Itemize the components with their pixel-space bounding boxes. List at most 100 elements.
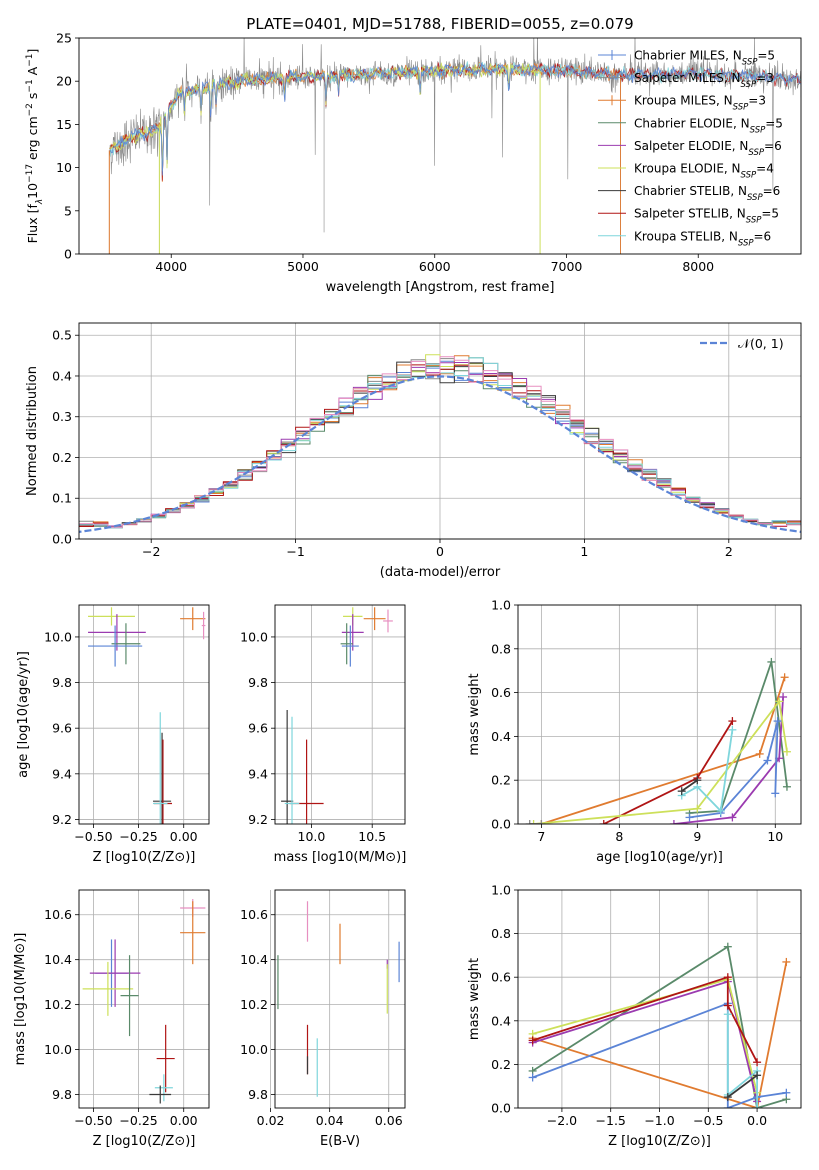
y-tick-label: 9.6 — [248, 721, 268, 736]
x-tick-label: 7000 — [551, 259, 583, 274]
x-tick-label: −2.0 — [547, 1113, 577, 1128]
plot-area — [281, 607, 393, 824]
x-tick-label: −1.0 — [644, 1113, 674, 1128]
y-tick-label: 10.0 — [44, 629, 72, 644]
legend-label-text: Salpeter MILES, N — [634, 71, 741, 85]
y-tick-label: 1.0 — [491, 598, 511, 613]
legend-label: Salpeter ELODIE, NSSP=6 — [634, 139, 782, 158]
legend-label: Salpeter MILES, NSSP=3 — [634, 71, 774, 90]
weight-line-red — [532, 975, 758, 1063]
y-axis-label-part: −2 — [25, 103, 35, 116]
x-tick-label: −0.50 — [74, 1113, 112, 1128]
x-axis-label: Z [log10(Z/Z⊙)] — [93, 1134, 196, 1149]
weight-line-green — [689, 661, 788, 814]
axes-frame — [78, 322, 802, 540]
y-tick-label: 0.4 — [491, 729, 511, 744]
y-tick-label: 0.4 — [52, 368, 72, 383]
x-tick-label: 10 — [767, 829, 783, 844]
x-tick-label: 9 — [693, 829, 701, 844]
y-tick-label: 9.6 — [52, 721, 72, 736]
legend-label-text: Chabrier MILES, N — [634, 49, 742, 63]
x-tick-label: −0.50 — [74, 829, 112, 844]
axes-frame — [274, 889, 406, 1109]
legend-label-sub: SSP — [748, 148, 764, 158]
y-tick-label: 0.0 — [491, 817, 511, 832]
x-tick-label: 0.0 — [747, 1113, 767, 1128]
y-axis-label-part: −1 — [25, 79, 35, 92]
legend-label-text: Chabrier STELIB, N — [634, 184, 747, 198]
y-tick-label: 0.0 — [52, 532, 72, 547]
legend-label-suffix: =5 — [765, 116, 783, 130]
y-tick-label: 0.3 — [52, 409, 72, 424]
legend-label: Kroupa ELODIE, NSSP=4 — [634, 162, 774, 181]
legend-label-text: Salpeter ELODIE, N — [634, 139, 748, 153]
x-tick-label: 0.04 — [316, 1113, 344, 1128]
y-axis-label: Normed distribution — [25, 366, 40, 496]
legend-label-sub: SSP — [742, 58, 758, 68]
y-axis-label: mass weight — [467, 673, 482, 755]
plot-area — [528, 942, 791, 1108]
y-tick-label: 5 — [64, 203, 72, 218]
y-tick-label: 9.8 — [248, 675, 268, 690]
y-axis-label: mass weight — [467, 958, 482, 1040]
y-tick-label: 10 — [56, 160, 72, 175]
plot-area — [79, 354, 801, 534]
x-tick-label: −2 — [142, 544, 160, 559]
legend-label-sub: SSP — [741, 171, 757, 181]
x-tick-label: 10.0 — [298, 829, 326, 844]
y-tick-label: 10.0 — [240, 1042, 268, 1057]
y-axis-label: mass [log10(M/M⊙)] — [13, 933, 28, 1066]
normal-reference-curve — [79, 375, 801, 534]
plot-area — [277, 901, 400, 1097]
y-tick-label: 10.0 — [44, 1042, 72, 1057]
y-tick-label: 0.8 — [491, 641, 511, 656]
panel-age-vs-metallicity: −0.50 −0.25 0.00 9.2 9.4 9.6 9.8 10.0 Z [log10(Z… — [16, 604, 210, 865]
x-axis-label: E(B-V) — [320, 1134, 360, 1149]
y-tick-label: 10.2 — [240, 997, 268, 1012]
panel-weight-vs-metallicity: −2.0 −1.5 −1.0 −0.5 0.0 0.0 0.2 0.4 0.6 0.8 1.0 Z [… — [467, 883, 802, 1149]
y-tick-label: 15 — [56, 117, 72, 132]
axes-frame — [78, 604, 210, 825]
axes-frame — [78, 889, 210, 1109]
y-tick-label: 25 — [56, 31, 72, 46]
plot-area — [82, 898, 206, 1104]
panel-residuals: −2 −1 0 1 2 0.0 0.1 0.2 0.3 0.4 0.5 (data-model)/er… — [25, 322, 802, 580]
x-tick-label: −0.25 — [119, 829, 157, 844]
x-tick-label: −0.5 — [693, 1113, 723, 1128]
y-tick-label: 0 — [64, 247, 72, 262]
y-axis-label-part: 10 — [25, 183, 40, 199]
legend-label-sub: SSP — [746, 216, 762, 226]
legend-label-suffix: =5 — [757, 49, 775, 63]
y-tick-label: 0.4 — [491, 1013, 511, 1028]
x-tick-label: 7 — [537, 829, 545, 844]
legend-label: Kroupa MILES, NSSP=3 — [634, 94, 766, 113]
x-tick-label: 6000 — [419, 259, 451, 274]
y-axis-label-part: Flux [f — [25, 204, 40, 244]
weight-line-orange — [532, 961, 788, 1108]
y-tick-label: 10.4 — [240, 952, 268, 967]
weight-line-blue — [532, 1002, 787, 1108]
y-tick-label: 9.2 — [248, 812, 268, 827]
panel-spectrum: 4000 5000 6000 7000 8000 0 5 10 15 20 25 wavelength… — [25, 31, 802, 295]
axes-frame — [274, 604, 406, 825]
y-tick-label: 9.4 — [248, 766, 268, 781]
x-tick-label: −1.5 — [596, 1113, 626, 1128]
x-tick-label: −1 — [286, 544, 304, 559]
legend-label-sub: SSP — [741, 80, 757, 90]
plot-area — [108, 38, 801, 254]
axes-frame — [78, 37, 802, 255]
y-axis-label-part: erg cm — [25, 116, 40, 164]
weight-line-cyan — [726, 1014, 758, 1108]
y-tick-label: 10.0 — [240, 629, 268, 644]
legend-label-text: Kroupa STELIB, N — [634, 229, 738, 243]
legend-label-suffix: =6 — [763, 184, 781, 198]
y-tick-label: 0.6 — [491, 970, 511, 985]
legend-label-text: Kroupa MILES, N — [634, 94, 733, 108]
y-axis-label-part: −17 — [25, 164, 35, 183]
legend-label: Chabrier ELODIE, NSSP=5 — [634, 116, 783, 135]
legend-label: Kroupa STELIB, NSSP=6 — [634, 229, 771, 248]
figure-title: PLATE=0401, MJD=51788, FIBERID=0055, z=0… — [246, 15, 633, 33]
x-axis-label: (data-model)/error — [380, 565, 501, 580]
x-tick-label: −0.25 — [119, 1113, 157, 1128]
y-axis-label-part: ] — [25, 49, 40, 54]
